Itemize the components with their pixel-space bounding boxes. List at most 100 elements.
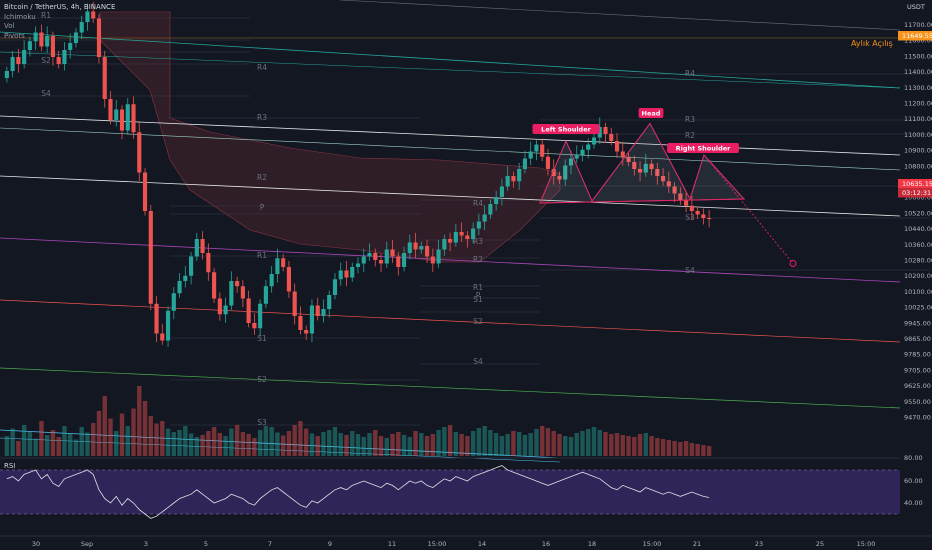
volume-bar	[10, 428, 15, 456]
candle	[557, 176, 562, 180]
candle	[401, 253, 407, 267]
time-axis[interactable]: 30 Sep 3 5 7 9 11 15:00 14 16 18 15:00 21 23 25 15:00	[0, 535, 932, 548]
volume-bar	[568, 437, 574, 456]
candle	[655, 169, 660, 176]
countdown-badge: 03:12:31	[902, 189, 931, 197]
rsi-band	[0, 470, 900, 514]
price-tick: 11300.00	[904, 84, 932, 92]
channel-line	[0, 115, 901, 156]
candle	[217, 298, 222, 315]
price-badge: 10635.15	[902, 180, 932, 188]
candle	[614, 141, 620, 152]
volume-bar	[666, 440, 672, 456]
volume-bar	[56, 437, 61, 456]
volume-bar	[557, 434, 562, 456]
volume-bar	[580, 431, 585, 456]
price-tick: 11400.00	[904, 68, 932, 76]
volume-bar	[211, 427, 217, 456]
channel-line	[0, 367, 901, 409]
candle	[378, 260, 384, 264]
rsi-tick: 60.00	[904, 477, 923, 485]
volume-bar	[327, 430, 332, 456]
time-tick: 9	[328, 540, 332, 548]
candle	[476, 221, 481, 229]
volume-bar	[493, 433, 499, 456]
candle	[304, 330, 309, 334]
monthly-open-badge: 11649.55	[902, 32, 932, 40]
volume-bar	[522, 435, 528, 456]
candle	[534, 144, 539, 152]
candle	[361, 256, 366, 264]
pivot-label: R1	[473, 283, 483, 292]
volume-bar	[603, 432, 608, 456]
candle	[96, 18, 102, 57]
candle	[563, 165, 568, 180]
candle	[275, 258, 280, 274]
price-tick: 11700.00	[904, 21, 932, 29]
indicator-pivots[interactable]: Pivots	[4, 31, 25, 40]
candle	[91, 11, 96, 19]
time-tick: 21	[693, 540, 701, 548]
candle	[568, 158, 574, 166]
rsi-title[interactable]: RSI	[4, 462, 16, 470]
target-marker	[789, 260, 797, 267]
volume-bar	[39, 421, 44, 456]
time-tick: 5	[204, 540, 208, 548]
volume-bar	[114, 431, 119, 456]
symbol-title[interactable]: Bitcoin / TetherUS, 4h, BINANCE	[4, 3, 116, 11]
volume-bar	[137, 386, 142, 456]
volume-bar	[338, 433, 343, 456]
volume-bar	[246, 434, 251, 456]
monthly-open-badge-bg	[898, 31, 932, 41]
candle	[16, 57, 21, 64]
chart-legend: Bitcoin / TetherUS, 4h, BINANCE Ichimoku…	[4, 3, 115, 41]
candle	[471, 228, 476, 239]
candle	[263, 286, 268, 304]
volume-bar	[252, 438, 257, 456]
candle	[390, 249, 395, 257]
indicator-vol[interactable]: Vol	[4, 22, 15, 30]
indicator-ichimoku[interactable]: Ichimoku	[4, 12, 36, 21]
pivot-label: S2	[473, 317, 483, 326]
candle	[436, 249, 441, 264]
volume-bar	[309, 433, 315, 456]
volume-bar	[177, 430, 182, 456]
candle	[240, 286, 245, 299]
pivot-label: R3	[257, 113, 267, 122]
candle	[321, 309, 326, 316]
volume-bar	[407, 437, 412, 456]
volume-bar	[591, 427, 597, 456]
candle	[223, 305, 228, 315]
candle	[119, 109, 125, 131]
candle	[540, 144, 545, 157]
price-axis[interactable]: 11700.00 11600.00 11500.00 11400.00 11300.00…	[898, 3, 932, 422]
left-shoulder-label: Left Shoulder	[541, 126, 591, 134]
volume-bar	[350, 431, 355, 456]
volume-bar	[574, 433, 579, 456]
time-tick: 15:00	[428, 540, 447, 548]
volume-bar	[540, 426, 545, 456]
price-tick: 9785.00	[904, 351, 931, 359]
volume-bar	[286, 431, 292, 456]
volume-bar	[27, 432, 33, 456]
volume-bar	[470, 431, 476, 456]
candle	[517, 169, 522, 182]
volume-bar	[200, 435, 205, 456]
price-tick: 9470.00	[904, 414, 931, 422]
candle	[131, 104, 136, 133]
candle	[183, 275, 188, 281]
candle	[154, 303, 159, 334]
price-tick: 10280.00	[904, 257, 932, 265]
volume-bar	[511, 431, 516, 456]
candle	[632, 162, 637, 169]
pivot-label: S4	[473, 357, 483, 366]
pivot-label: P	[476, 291, 481, 300]
pivot-label: R2	[257, 173, 267, 182]
pivot-label: R3	[685, 115, 695, 124]
volume-bar	[586, 429, 591, 456]
candle	[522, 158, 527, 169]
volume-bar	[280, 435, 286, 456]
candle	[701, 214, 706, 218]
candle	[707, 218, 712, 219]
